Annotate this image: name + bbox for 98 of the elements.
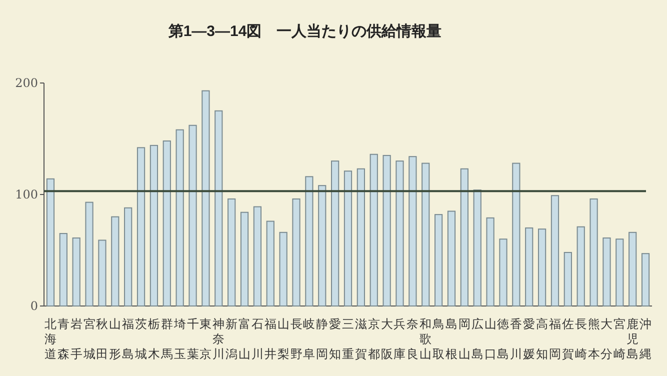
category-label: 長崎 xyxy=(574,317,587,361)
bar xyxy=(344,170,352,306)
y-tick-label: 0 xyxy=(30,299,38,313)
bar xyxy=(305,176,314,306)
bar xyxy=(46,178,55,306)
category-label: 福島 xyxy=(122,317,134,361)
category-label: 秋田 xyxy=(96,317,108,361)
category-label: 愛媛 xyxy=(523,317,536,361)
category-label: 大分 xyxy=(600,317,613,361)
bar xyxy=(370,154,378,306)
bar xyxy=(434,214,443,306)
category-label: 京都 xyxy=(368,317,380,361)
x-tick-label: 北海道 xyxy=(44,317,56,361)
category-label: 福岡 xyxy=(548,317,561,361)
bar xyxy=(318,185,326,306)
category-label: 沖縄 xyxy=(640,317,652,361)
bar xyxy=(59,233,68,306)
bar xyxy=(176,129,184,306)
bar xyxy=(473,190,482,306)
category-label: 愛知 xyxy=(329,317,342,361)
category-label: 宮崎 xyxy=(614,317,626,361)
bar xyxy=(422,162,430,306)
bar xyxy=(602,237,611,306)
category-label: 石川 xyxy=(251,317,264,361)
x-tick-label: 鹿児島 xyxy=(626,317,639,361)
bar xyxy=(460,168,468,306)
bar xyxy=(447,210,456,306)
category-label: 群馬 xyxy=(160,317,173,361)
bar xyxy=(538,228,546,306)
bar xyxy=(279,232,288,306)
category-label: 山梨 xyxy=(277,317,290,361)
category-label: 兵庫 xyxy=(394,317,406,361)
x-tick-label: 和歌山 xyxy=(420,317,432,361)
bar xyxy=(499,238,508,306)
category-label: 香川 xyxy=(510,317,522,361)
bar xyxy=(382,154,391,306)
category-label: 奈良 xyxy=(406,317,419,361)
bar xyxy=(396,160,404,306)
category-label: 宮城 xyxy=(83,317,96,361)
category-label: 高知 xyxy=(536,317,548,361)
category-label: 岡山 xyxy=(458,317,470,361)
bar xyxy=(356,168,365,306)
bar xyxy=(228,198,236,306)
bar xyxy=(72,237,80,306)
category-label: 山口 xyxy=(484,317,496,361)
category-label: 鳥取 xyxy=(432,317,445,361)
category-label: 大阪 xyxy=(380,317,393,361)
category-label: 新潟 xyxy=(226,317,238,361)
y-tick-label: 200 xyxy=(15,76,38,90)
category-label: 熊本 xyxy=(588,317,600,361)
bar xyxy=(292,198,300,306)
category-label: 徳島 xyxy=(497,317,510,361)
bar xyxy=(202,90,210,306)
bar xyxy=(590,198,598,306)
category-label: 千葉 xyxy=(186,317,199,361)
bar xyxy=(550,195,560,306)
bar xyxy=(162,140,171,306)
category-label: 栃木 xyxy=(148,317,160,361)
bar xyxy=(136,147,146,306)
bar xyxy=(214,110,223,306)
bar xyxy=(253,206,262,306)
bar xyxy=(98,240,106,306)
bar xyxy=(150,144,158,306)
category-label: 滋賀 xyxy=(354,317,367,361)
bar xyxy=(486,217,494,306)
category-label: 山形 xyxy=(109,317,122,361)
category-label: 佐賀 xyxy=(562,317,574,361)
category-label: 広島 xyxy=(471,317,484,361)
category-label: 岩手 xyxy=(70,317,82,361)
bar xyxy=(124,207,132,306)
bar xyxy=(240,212,249,306)
bar xyxy=(641,253,650,306)
bar xyxy=(525,227,534,306)
category-label: 福井 xyxy=(264,317,276,361)
y-tick-label: 100 xyxy=(15,188,38,202)
category-label: 茨城 xyxy=(135,317,148,361)
chart-title: 第1—3—14図 一人当たりの供給情報量 xyxy=(167,23,442,40)
category-label: 東京 xyxy=(200,317,212,361)
bar xyxy=(512,162,520,306)
category-label: 青森 xyxy=(57,317,70,361)
bar xyxy=(628,232,637,306)
bar xyxy=(85,202,94,306)
category-label: 埼玉 xyxy=(174,317,186,361)
category-label: 静岡 xyxy=(316,317,328,361)
bar xyxy=(576,226,585,306)
bar xyxy=(564,252,572,306)
bar xyxy=(408,156,417,306)
bar xyxy=(266,220,274,306)
category-label: 島根 xyxy=(445,317,458,361)
category-label: 富山 xyxy=(238,317,251,361)
x-tick-label: 神奈川 xyxy=(212,317,225,361)
bar xyxy=(616,238,624,306)
category-label: 三重 xyxy=(342,317,354,361)
bar xyxy=(188,124,197,306)
category-label: 岐阜 xyxy=(303,317,316,361)
bar xyxy=(111,216,120,306)
bar xyxy=(331,160,340,306)
category-label: 長野 xyxy=(290,317,302,361)
